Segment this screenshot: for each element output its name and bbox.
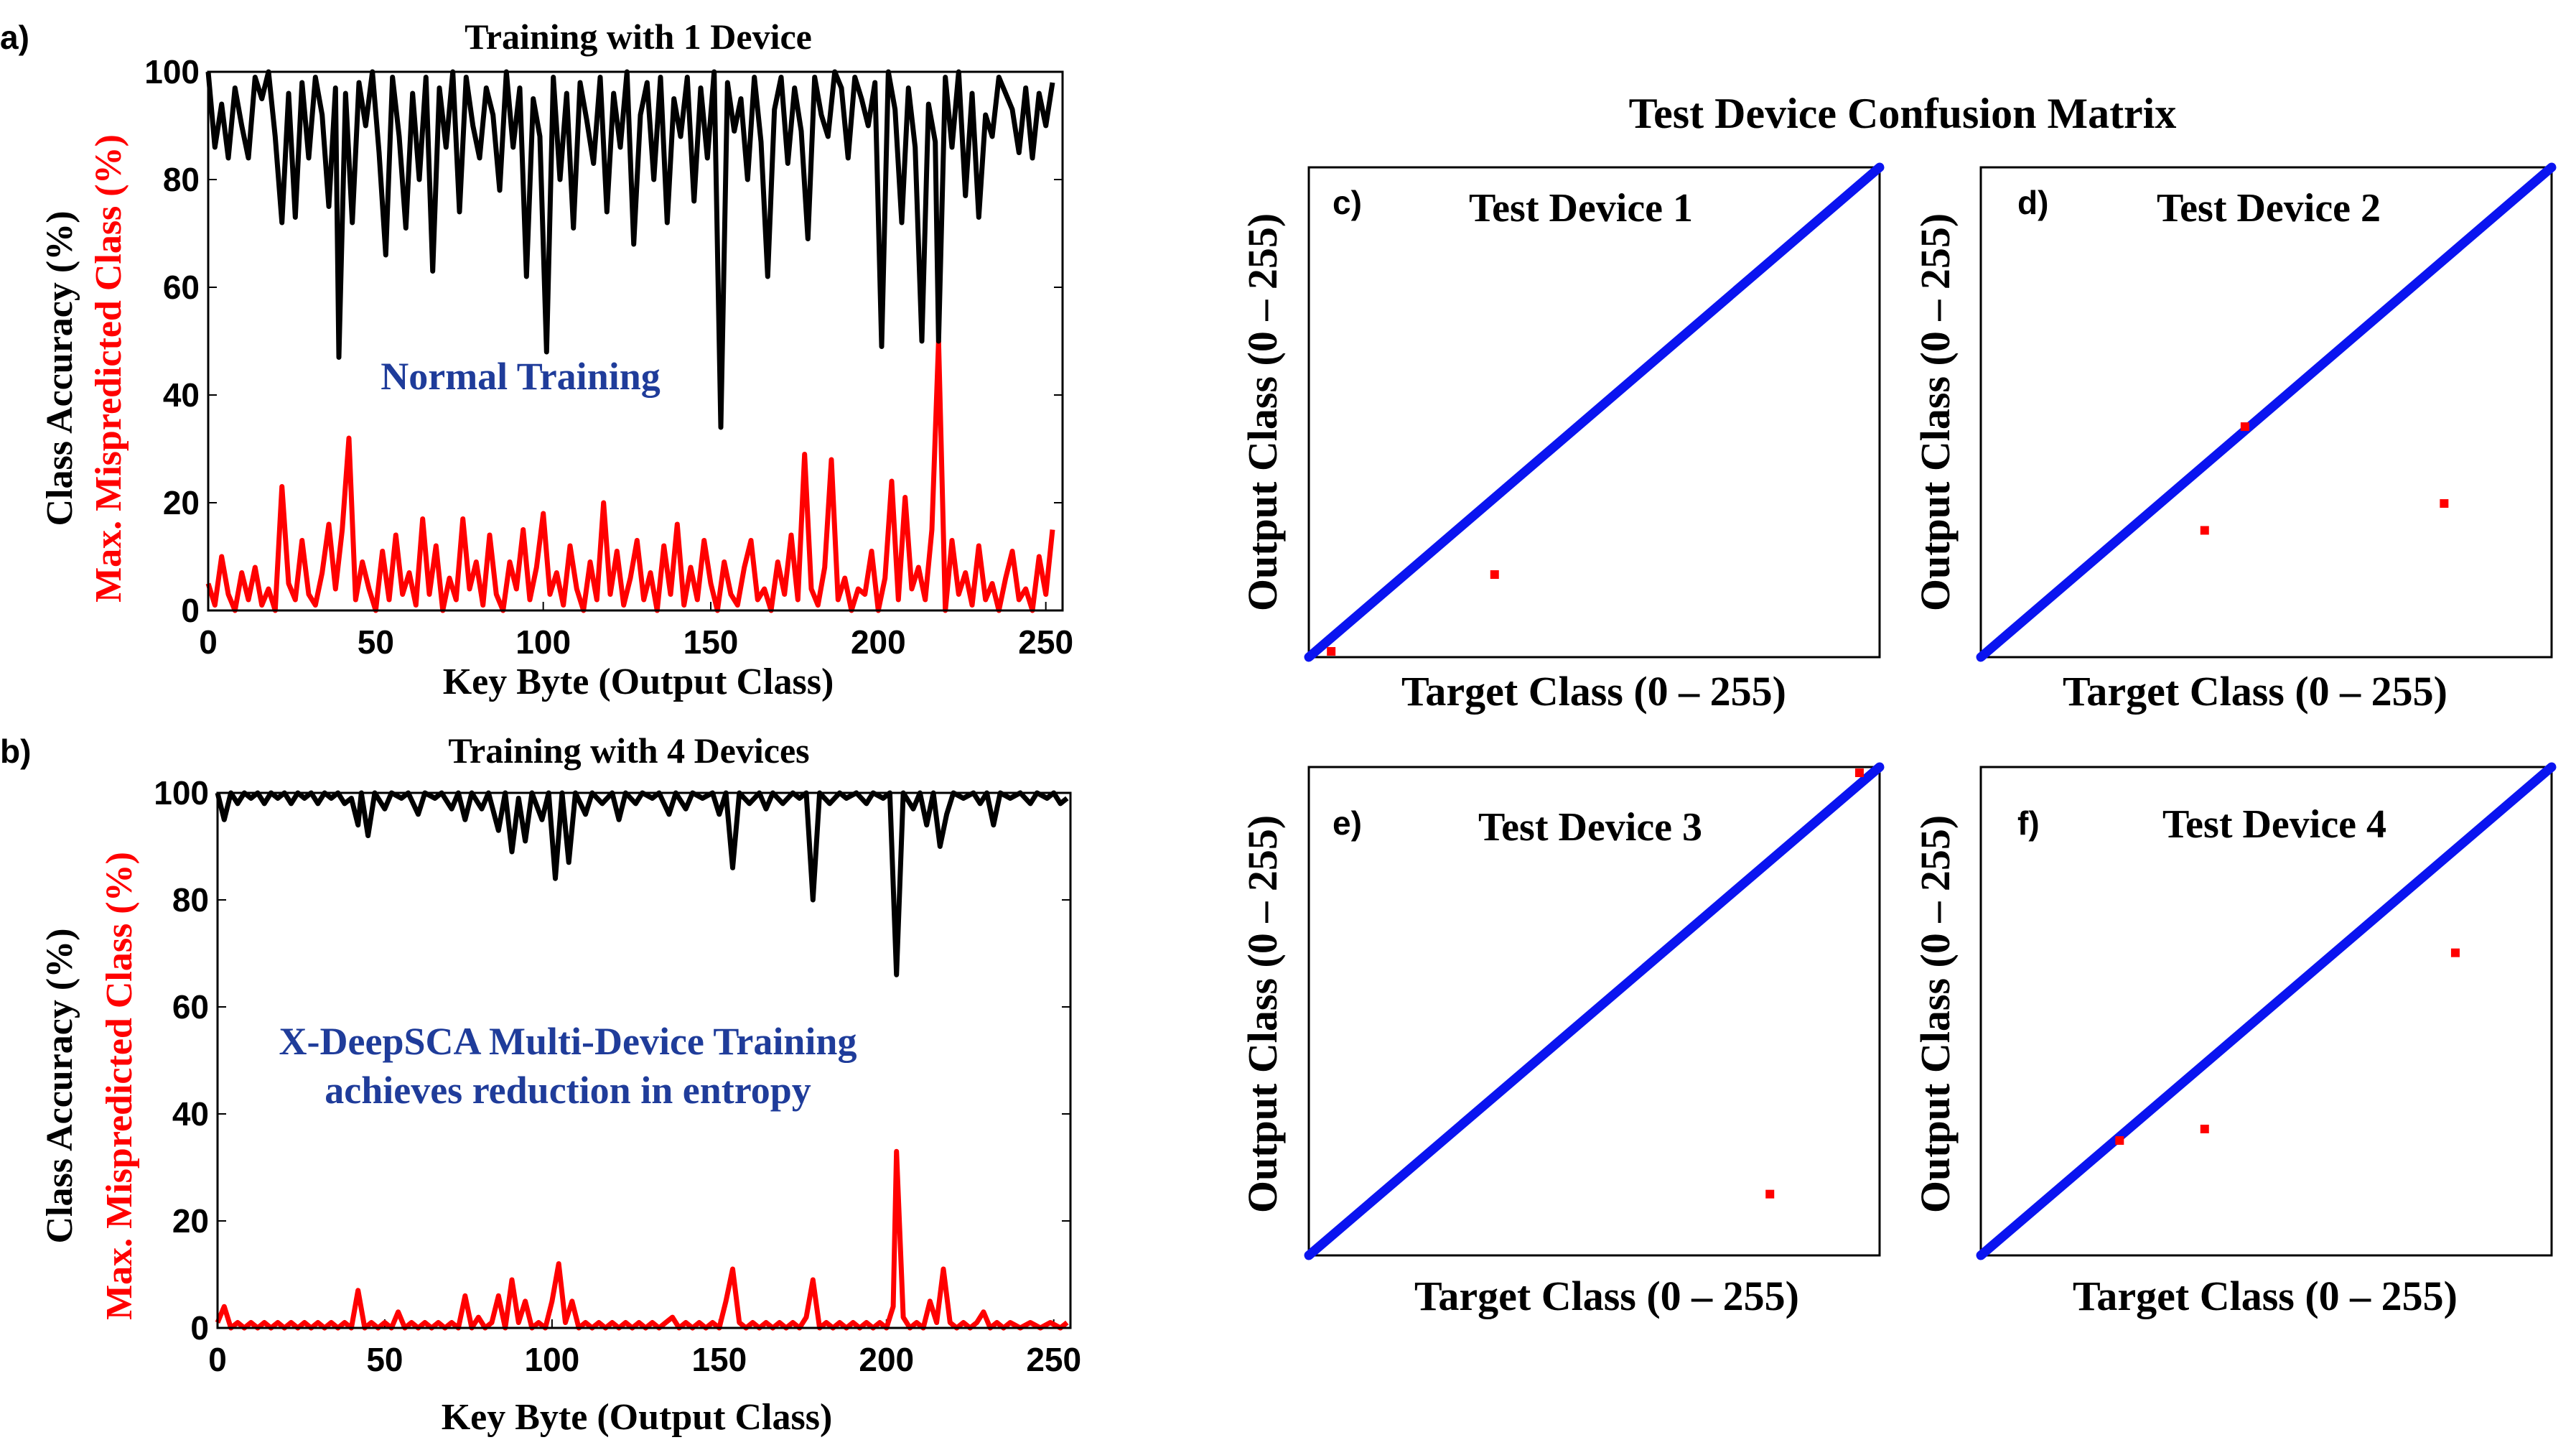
- panel-e-misclassified-point: [1765, 1189, 1775, 1199]
- panel-d-misclassified-point: [2440, 499, 2449, 508]
- panel-b-xlabel: Key Byte (Output Class): [442, 1397, 833, 1438]
- panel-a-mispredicted-class-line: [205, 338, 1055, 613]
- panel-b-ylabel-right: Max. Mispredicted Class (%): [99, 852, 140, 1320]
- panel-c-diagonal: [1304, 162, 1885, 662]
- panel-d: d) Test Device 2 Output Class (0 – 255) …: [1912, 162, 2557, 715]
- panel-a-ytick-label: 0: [181, 592, 200, 629]
- panel-d-label: d): [2017, 184, 2048, 221]
- panel-e-title: Test Device 3: [1478, 805, 1702, 850]
- panel-f-ylabel: Output Class (0 – 255): [1912, 815, 1959, 1213]
- panel-b-ylabel-left: Class Accuracy (%): [39, 928, 80, 1243]
- panel-b-ytick-label: 40: [172, 1095, 209, 1133]
- confusion-matrix-title: Test Device Confusion Matrix: [1629, 90, 2177, 137]
- panel-b-xtick-label: 100: [525, 1341, 580, 1378]
- panel-d-diagonal: [1976, 162, 2557, 662]
- panel-b-ytick-label: 20: [172, 1202, 209, 1240]
- panel-a-xtick-label: 0: [199, 623, 218, 661]
- panel-a-xlabel: Key Byte (Output Class): [443, 661, 834, 702]
- panel-f: f) Test Device 4 Output Class (0 – 255) …: [1912, 762, 2557, 1319]
- panel-f-title: Test Device 4: [2162, 802, 2386, 847]
- panel-d-misclassified-point: [2200, 526, 2209, 535]
- panel-f-diagonal: [1976, 762, 2557, 1260]
- panel-c-xlabel: Target Class (0 – 255): [1401, 668, 1786, 715]
- panel-e: e) Test Device 3 Output Class (0 – 255) …: [1239, 762, 1885, 1319]
- panel-b-ytick-label: 60: [172, 988, 209, 1026]
- panel-f-misclassified-point: [2200, 1125, 2209, 1133]
- panel-b-frame: [216, 791, 1072, 1329]
- panel-b-xtick-label: 250: [1026, 1341, 1081, 1378]
- panel-b-annotation-line1: X-DeepSCA Multi-Device Training: [279, 1020, 857, 1063]
- panel-b-ytick-label: 100: [154, 774, 209, 812]
- panel-f-misclassified-point: [2115, 1136, 2124, 1145]
- panel-a-series: [205, 69, 1055, 613]
- panel-b-xtick-label: 200: [859, 1341, 914, 1378]
- panel-a-ytick-label: 100: [144, 53, 200, 90]
- panel-e-xlabel: Target Class (0 – 255): [1414, 1273, 1799, 1319]
- panel-a-ytick-label: 80: [163, 161, 200, 198]
- panel-c: c) Test Device 1 Output Class (0 – 255) …: [1239, 162, 1885, 715]
- panel-a-ytick-label: 40: [163, 376, 200, 414]
- panel-a-xtick-label: 150: [683, 623, 739, 661]
- panel-e-label: e): [1333, 804, 1362, 842]
- panel-c-title: Test Device 1: [1469, 186, 1693, 231]
- panel-b-mispredicted-class-line: [215, 1148, 1069, 1331]
- panel-b: b) Training with 4 Devices Class Accurac…: [0, 730, 1081, 1438]
- panel-f-xlabel: Target Class (0 – 255): [2073, 1273, 2458, 1319]
- panel-d-misclassified-point: [2240, 422, 2249, 432]
- panel-a-ticks: 0 20 40 60 80 100 0 50 100 150 200 250: [144, 53, 1073, 661]
- panel-c-marks: [1304, 162, 1885, 662]
- panel-c-misclassified-point: [1327, 646, 1336, 656]
- panel-a-xtick-label: 50: [358, 623, 394, 661]
- panel-a-title: Training with 1 Device: [465, 17, 812, 57]
- panel-a-ytick-label: 60: [163, 269, 200, 306]
- panel-b-label: b): [0, 733, 31, 770]
- panel-e-diagonal: [1304, 762, 1885, 1260]
- panel-d-xlabel: Target Class (0 – 255): [2063, 668, 2447, 715]
- panel-f-marks: [1976, 762, 2557, 1260]
- panel-d-title: Test Device 2: [2157, 186, 2381, 231]
- panel-c-misclassified-point: [1490, 570, 1499, 579]
- panel-a-label: a): [0, 19, 29, 56]
- panel-b-xtick-label: 0: [208, 1341, 227, 1378]
- panel-a: a) Training with 1 Device Class Accuracy…: [0, 17, 1073, 702]
- panel-f-misclassified-point: [2450, 948, 2460, 957]
- panel-b-xtick-label: 50: [366, 1341, 403, 1378]
- panel-a-frame: [207, 70, 1064, 612]
- panel-a-annotation: Normal Training: [381, 355, 661, 398]
- panel-b-title: Training with 4 Devices: [448, 730, 809, 771]
- panel-d-marks: [1976, 162, 2557, 662]
- panel-e-misclassified-point: [1854, 768, 1864, 777]
- panel-c-ylabel: Output Class (0 – 255): [1239, 213, 1286, 611]
- panel-b-ytick-label: 80: [172, 881, 209, 919]
- panel-a-ytick-label: 20: [163, 484, 200, 521]
- panel-b-xtick-label: 150: [691, 1341, 747, 1378]
- panel-a-xtick-label: 200: [851, 623, 906, 661]
- panel-d-ylabel: Output Class (0 – 255): [1912, 213, 1959, 611]
- panel-e-ylabel: Output Class (0 – 255): [1239, 815, 1286, 1213]
- panel-c-label: c): [1333, 184, 1362, 221]
- panel-b-ticks: 0 20 40 60 80 100 0 50 100 150 200 250: [154, 774, 1081, 1378]
- panel-a-class-accuracy-line: [205, 69, 1055, 430]
- panel-f-label: f): [2017, 804, 2040, 842]
- panel-b-ytick-label: 0: [190, 1309, 209, 1347]
- panel-a-ylabel-right: Max. Mispredicted Class (%): [88, 134, 129, 603]
- panel-b-class-accuracy-line: [215, 790, 1069, 977]
- panel-b-annotation-line2: achieves reduction in entropy: [325, 1069, 811, 1112]
- panel-e-marks: [1304, 762, 1885, 1260]
- panel-a-xtick-label: 100: [515, 623, 571, 661]
- panel-a-xtick-label: 250: [1018, 623, 1073, 661]
- panel-a-ylabel-left: Class Accuracy (%): [39, 210, 80, 526]
